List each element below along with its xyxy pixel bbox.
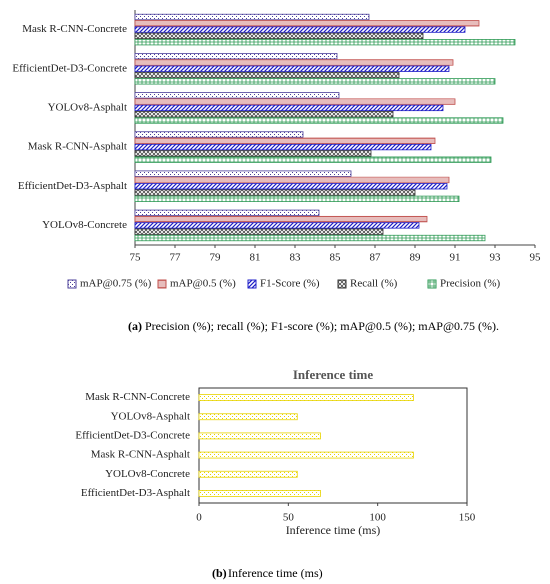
y-tick-label: Mask R-CNN-Concrete [22, 23, 127, 35]
bar [134, 65, 450, 72]
bar [198, 451, 414, 459]
legend-swatch [247, 279, 257, 289]
bar [134, 189, 416, 196]
x-tick-label: 150 [459, 512, 476, 524]
bar [198, 470, 298, 478]
bar [134, 222, 420, 229]
bar [134, 170, 352, 177]
legend-swatch [427, 279, 437, 289]
y-tick-label: Mask R-CNN-Concrete [85, 391, 190, 403]
y-tick-label: YOLOv8-Asphalt [111, 410, 190, 422]
x-tick-label: 0 [196, 512, 202, 524]
x-tick-label: 100 [369, 512, 386, 524]
caption-text: Precision (%); recall (%); F1-score (%);… [145, 319, 499, 333]
x-tick-label: 95 [530, 252, 542, 264]
bar [198, 394, 414, 401]
bar [134, 26, 466, 33]
x-tick-label: 83 [290, 252, 302, 264]
y-tick-label: EfficientDet-D3-Concrete [12, 62, 127, 74]
legend-label: mAP@0.75 (%) [80, 278, 152, 290]
legend-label: Recall (%) [350, 278, 398, 290]
bar [134, 143, 432, 151]
x-tick-label: 50 [283, 512, 295, 524]
bar [134, 20, 480, 27]
y-tick-label: EfficientDet-D3-Asphalt [18, 180, 127, 192]
x-tick-label: 77 [170, 252, 182, 264]
legend-swatch [157, 279, 167, 289]
legend-label: F1-Score (%) [260, 278, 320, 290]
bar [198, 413, 298, 421]
bar [134, 183, 448, 190]
x-tick-label: 85 [330, 252, 342, 264]
x-tick-label: 91 [450, 252, 461, 264]
y-tick-label: YOLOv8-Concrete [105, 468, 190, 480]
x-tick-label: 93 [490, 252, 502, 264]
legend-swatch [337, 279, 347, 289]
bar [134, 131, 304, 138]
x-tick-label: 89 [410, 252, 422, 264]
bar [198, 432, 321, 440]
bar [134, 71, 400, 79]
bar [134, 92, 340, 99]
caption-text: Inference time (ms) [228, 566, 323, 580]
x-tick-label: 75 [130, 252, 142, 264]
y-tick-label: Mask R-CNN-Asphalt [28, 141, 127, 153]
bar [134, 53, 338, 60]
bar [134, 156, 492, 163]
bar [134, 195, 460, 203]
y-tick-label: YOLOv8-Asphalt [48, 101, 127, 113]
legend-label: mAP@0.5 (%) [170, 278, 236, 290]
bar [134, 228, 384, 235]
x-axis-label: Inference time (ms) [286, 523, 381, 537]
plot-frame [198, 387, 468, 504]
bar [134, 98, 456, 105]
bar [134, 39, 516, 46]
bar [134, 59, 454, 66]
y-tick-label: Mask R-CNN-Asphalt [91, 449, 190, 461]
bar [134, 78, 496, 85]
bar [134, 137, 436, 144]
caption-label: (b) [212, 566, 227, 580]
bar [134, 176, 450, 184]
legend-swatch [67, 279, 77, 289]
bar [134, 111, 394, 118]
x-tick-label: 81 [250, 252, 261, 264]
caption-label: (a) [128, 319, 142, 333]
y-tick-label: EfficientDet-D3-Concrete [75, 429, 190, 441]
bar [134, 234, 486, 242]
x-tick-label: 87 [370, 252, 382, 264]
legend-label: Precision (%) [440, 278, 501, 290]
chart-title: Inference time [293, 367, 373, 382]
bar [198, 490, 321, 497]
y-tick-label: YOLOv8-Concrete [42, 219, 127, 231]
bar [134, 13, 370, 21]
bar [134, 117, 504, 124]
bar [134, 215, 428, 223]
bar [134, 32, 424, 40]
bar [134, 150, 372, 157]
x-tick-label: 79 [210, 252, 222, 264]
bar [134, 104, 444, 112]
bar [134, 209, 320, 216]
y-tick-label: EfficientDet-D3-Asphalt [81, 487, 190, 499]
